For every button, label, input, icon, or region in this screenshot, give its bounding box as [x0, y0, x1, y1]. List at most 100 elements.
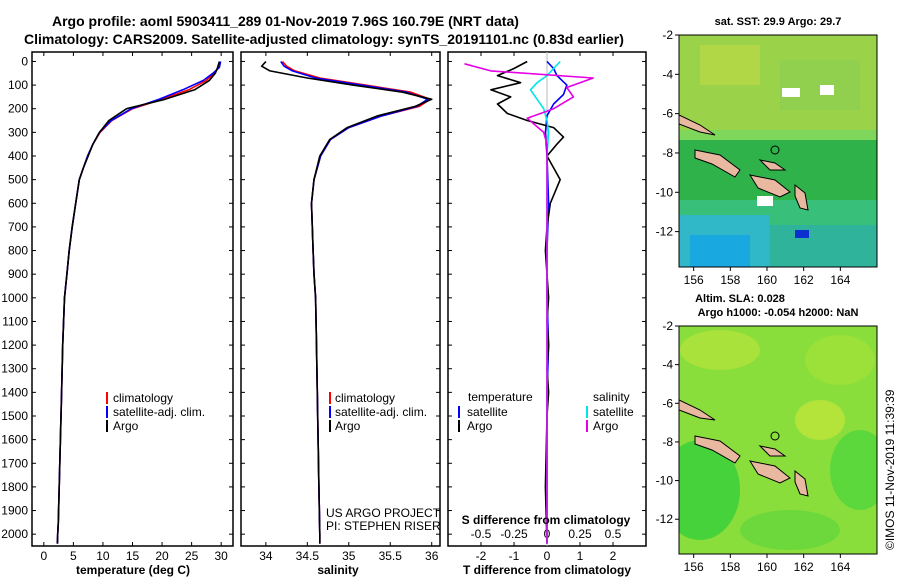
depth-tick-label: 1200	[1, 338, 28, 352]
series-line-climatology	[56, 61, 221, 544]
depth-tick-label: 700	[8, 220, 28, 234]
salinity-chart: 34 34.5 35 35.5 36	[259, 52, 439, 563]
x-tick-label: 15	[126, 549, 140, 563]
depth-tick-label: 800	[8, 244, 28, 258]
map-lon-label: 160	[757, 560, 777, 574]
depth-tick-label: 600	[8, 196, 28, 210]
map-axes: 156 158 160 162 164 -2 -4 -6 -8 -10 -12 156 158 160 16…	[656, 28, 851, 574]
salinity-axis-label: salinity	[317, 563, 359, 577]
sla-map	[679, 326, 877, 554]
map-lat-label: -6	[662, 107, 673, 121]
series-line-satellite-adj-clim-	[280, 61, 429, 544]
project-annotation-line-2: PI: STEPHEN RISER	[326, 519, 441, 533]
map-lon-label: 162	[794, 273, 814, 287]
depth-tick-label: 1500	[1, 409, 28, 423]
x-tick-label: 2	[610, 549, 617, 563]
depth-tick-label: 100	[8, 78, 28, 92]
x-tick-label: 36	[425, 549, 439, 563]
map-lat-label: -10	[656, 185, 674, 199]
map-lat-label: -2	[662, 319, 673, 333]
figure-title-line-2: Climatology: CARS2009. Satellite-adjuste…	[24, 31, 624, 47]
salinity-legend: climatology satellite-adj. clim. Argo	[329, 391, 427, 433]
secondary-tick-label: -0.25	[500, 527, 528, 541]
sst-map-title: sat. SST: 29.9 Argo: 29.7	[715, 16, 842, 28]
x-tick-label: 5	[70, 549, 77, 563]
legend-title-temperature: temperature	[468, 390, 533, 404]
secondary-tick-label: 0.5	[605, 527, 622, 541]
series-line-argo	[56, 61, 221, 544]
map-lat-label: -4	[662, 67, 673, 81]
x-tick-label: 35	[342, 549, 356, 563]
figure-title-line-1: Argo profile: aoml 5903411_289 01-Nov-20…	[52, 13, 519, 29]
temperature-legend: climatology satellite-adj. clim. Argo	[106, 391, 205, 433]
map-lat-label: -4	[662, 358, 673, 372]
depth-tick-label: 900	[8, 267, 28, 281]
salinity-panel-frame	[240, 51, 441, 547]
series-line-argo-s	[464, 63, 595, 544]
depth-tick-label: 1100	[2, 314, 28, 328]
map-lat-label: -12	[656, 512, 674, 526]
depth-axis: 0 100 200 300 400 500 600 700 800 900 1000 1100 1200…	[1, 54, 646, 541]
depth-tick-label: 2000	[1, 527, 28, 541]
depth-tick-label: 1300	[1, 362, 28, 376]
x-tick-label: 30	[214, 549, 228, 563]
sst-map-frame	[678, 34, 878, 268]
x-tick-label: 1	[577, 549, 584, 563]
map-lon-label: 164	[830, 560, 850, 574]
temperature-chart: 0 5 10 15 20 25 30	[40, 52, 228, 563]
map-lat-label: -8	[662, 435, 673, 449]
depth-tick-label: 400	[8, 149, 28, 163]
salinity-difference-axis-label: S difference from climatology	[462, 513, 631, 527]
legend-label-satellite: satellite-adj. clim.	[335, 405, 427, 419]
legend-label-satellite-s: satellite	[593, 405, 634, 419]
map-lat-label: -12	[656, 225, 674, 239]
x-tick-label: 10	[96, 549, 110, 563]
legend-label-argo-s: Argo	[593, 419, 619, 433]
map-lat-label: -8	[662, 146, 673, 160]
sla-map-title-line-2: Argo h1000: -0.054 h2000: NaN	[698, 307, 859, 319]
difference-legend-salinity: salinity satellite Argo	[586, 390, 634, 433]
depth-tick-label: 500	[8, 173, 28, 187]
depth-tick-label: 1800	[1, 480, 28, 494]
series-line-climatology	[281, 60, 431, 544]
footer-timestamp: ©IMOS 11-Nov-2019 11:39:39	[883, 389, 897, 550]
map-lon-label: 156	[684, 273, 704, 287]
depth-tick-label: 0	[21, 54, 28, 68]
legend-title-salinity: salinity	[593, 390, 630, 404]
map-lat-label: -2	[662, 28, 673, 42]
map-lon-label: 164	[830, 273, 850, 287]
depth-tick-label: 1400	[1, 385, 28, 399]
x-tick-label: 34.5	[296, 549, 320, 563]
x-tick-label: 20	[155, 549, 169, 563]
x-tick-label: 0	[544, 549, 551, 563]
depth-tick-label: 300	[8, 125, 28, 139]
depth-tick-label: 1700	[1, 456, 28, 470]
temperature-panel-frame	[31, 51, 234, 547]
legend-label-argo: Argo	[113, 419, 139, 433]
secondary-tick-label: 0.25	[568, 527, 592, 541]
legend-label-satellite-t: satellite	[467, 405, 508, 419]
map-lon-label: 158	[720, 273, 740, 287]
x-tick-label: 25	[185, 549, 199, 563]
x-tick-label: 35.5	[379, 549, 403, 563]
map-lon-label: 162	[794, 560, 814, 574]
map-lat-label: -6	[662, 396, 673, 410]
temperature-axis-label: temperature (deg C)	[76, 563, 190, 577]
sla-map-frame	[678, 325, 878, 555]
difference-legend-temperature: temperature satellite Argo	[458, 390, 533, 433]
depth-tick-label: 1900	[1, 504, 28, 518]
sst-map	[679, 35, 877, 267]
x-tick-label: -1	[509, 549, 520, 563]
map-lon-label: 156	[684, 560, 704, 574]
legend-label-satellite: satellite-adj. clim.	[113, 405, 205, 419]
depth-tick-label: 1600	[1, 433, 28, 447]
depth-tick-label: 1000	[1, 291, 28, 305]
x-tick-label: -2	[476, 549, 487, 563]
secondary-tick-label: -0.5	[471, 527, 492, 541]
series-line-argo-t	[490, 60, 565, 544]
legend-label-argo-t: Argo	[467, 419, 493, 433]
legend-label-climatology: climatology	[113, 391, 173, 405]
map-lat-label: -10	[656, 474, 674, 488]
legend-label-argo: Argo	[335, 419, 361, 433]
legend-label-climatology: climatology	[335, 391, 395, 405]
